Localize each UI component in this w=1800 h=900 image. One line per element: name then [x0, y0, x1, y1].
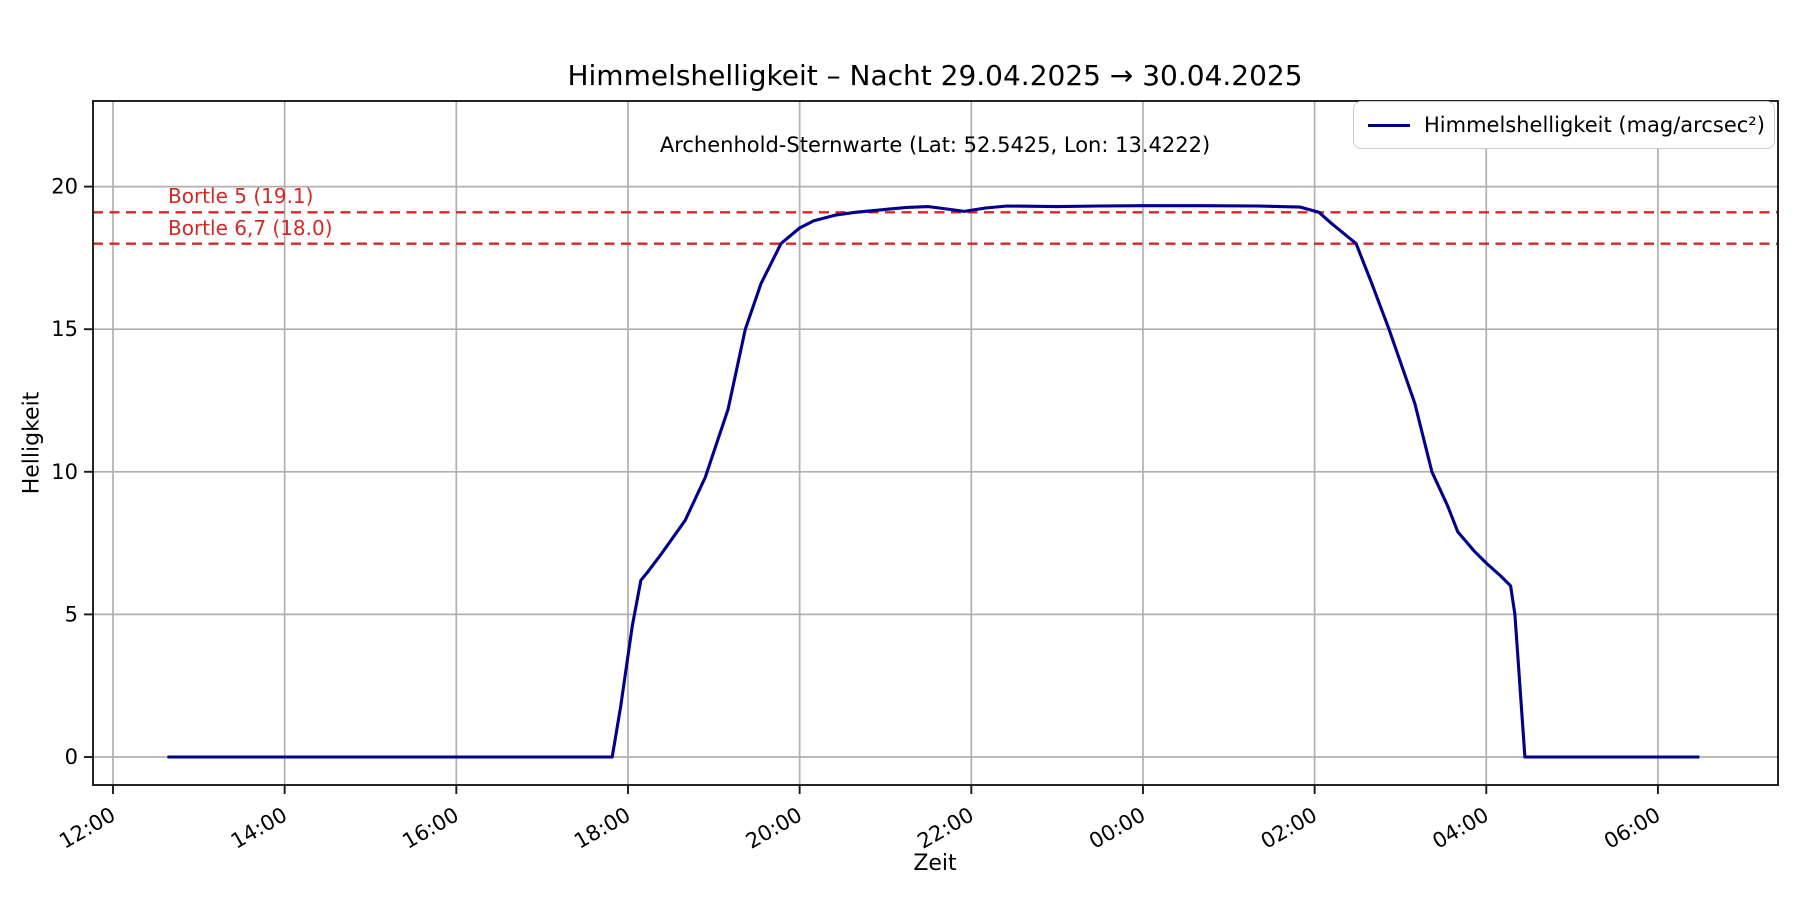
x-tick-label: 00:00 [1085, 803, 1149, 854]
x-tick-label: 22:00 [913, 803, 977, 854]
y-tick-label: 15 [51, 317, 78, 341]
x-tick-label: 20:00 [742, 803, 806, 854]
brightness-curve [167, 204, 1700, 759]
x-tick-label: 18:00 [570, 803, 634, 854]
y-tick-label: 5 [65, 602, 78, 626]
threshold-label-bortle67: Bortle 6,7 (18.0) [168, 215, 333, 240]
x-tick-label: 16:00 [398, 803, 462, 854]
legend-label: Himmelshelligkeit (mag/arcsec²) [1424, 113, 1765, 137]
y-axis-label: Helligkeit [19, 391, 45, 495]
x-axis-label: Zeit [913, 851, 957, 876]
chart-subtitle: Archenhold-Sternwarte (Lat: 52.5425, Lon… [659, 133, 1211, 157]
threshold-label-bortle5: Bortle 5 (19.1) [168, 184, 314, 209]
x-tick-label: 14:00 [227, 803, 291, 854]
legend-line-sample [1368, 123, 1410, 127]
x-tick-label: 02:00 [1257, 803, 1321, 854]
axes-spines [92, 100, 1779, 786]
y-tick-label: 0 [65, 745, 78, 769]
y-tick-label: 20 [51, 175, 78, 199]
chart-title: Himmelshelligkeit – Nacht 29.04.2025 → 3… [567, 59, 1303, 92]
x-tick-label: 04:00 [1428, 803, 1492, 854]
legend: Himmelshelligkeit (mag/arcsec²) [1353, 101, 1775, 149]
y-tick-label: 10 [51, 460, 78, 484]
x-tick-label: 12:00 [55, 803, 119, 854]
x-tick-label: 06:00 [1600, 803, 1664, 854]
